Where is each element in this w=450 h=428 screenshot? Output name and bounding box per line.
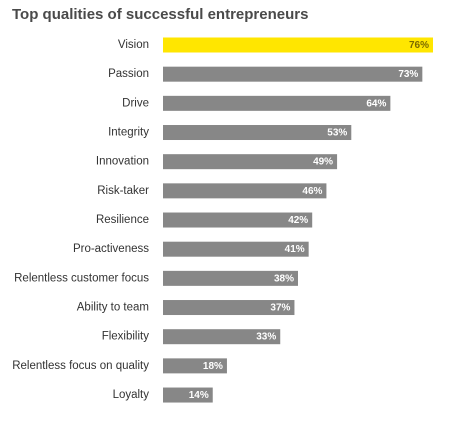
value-label-risk-taker: 46% <box>302 186 322 197</box>
value-label-relentless-focus-on-quality: 18% <box>203 361 223 372</box>
value-label-passion: 73% <box>398 69 418 80</box>
bar-loyalty <box>163 387 213 403</box>
category-label-passion: Passion <box>108 68 149 80</box>
category-label-vision: Vision <box>118 39 149 51</box>
value-label-drive: 64% <box>366 98 386 109</box>
category-label-resilience: Resilience <box>96 214 149 226</box>
category-label-loyalty: Loyalty <box>113 389 150 401</box>
category-label-ability-to-team: Ability to team <box>77 302 149 314</box>
value-label-innovation: 49% <box>313 157 333 168</box>
value-label-pro-activeness: 41% <box>285 244 305 255</box>
value-labels: 76% 73% 64% 53% 49% 46% 42% 41% 38% 37% 33% 18% 14% <box>189 40 429 401</box>
value-label-flexibility: 33% <box>256 332 276 343</box>
category-label-relentless-customer-focus: Relentless customer focus <box>14 272 149 284</box>
value-label-resilience: 42% <box>288 215 308 226</box>
bar-vision <box>163 37 433 53</box>
bar-innovation <box>163 154 338 170</box>
value-label-ability-to-team: 37% <box>270 303 290 314</box>
chart-title: Top qualities of successful entrepreneur… <box>12 6 309 23</box>
category-label-integrity: Integrity <box>108 127 149 139</box>
value-label-vision: 76% <box>409 40 429 51</box>
category-label-pro-activeness: Pro-activeness <box>73 243 149 255</box>
bar-passion <box>163 66 423 82</box>
bars <box>163 37 433 403</box>
category-label-risk-taker: Risk-taker <box>97 185 149 197</box>
bar-risk-taker <box>163 183 327 199</box>
value-label-integrity: 53% <box>327 128 347 139</box>
category-label-drive: Drive <box>122 97 149 109</box>
value-label-loyalty: 14% <box>189 390 209 401</box>
category-labels: Vision Passion Drive Integrity Innovation Ris… <box>12 39 149 401</box>
bar-drive <box>163 95 391 111</box>
category-label-flexibility: Flexibility <box>102 331 150 343</box>
bar-relentless-focus-on-quality <box>163 358 227 374</box>
value-label-relentless-customer-focus: 38% <box>274 273 294 284</box>
category-label-relentless-focus-on-quality: Relentless focus on quality <box>12 360 149 372</box>
bar-integrity <box>163 125 352 141</box>
bar-resilience <box>163 212 313 228</box>
bar-ability-to-team <box>163 300 295 316</box>
category-label-innovation: Innovation <box>96 156 149 168</box>
bar-flexibility <box>163 329 281 345</box>
bar-relentless-customer-focus <box>163 270 298 286</box>
bar-pro-activeness <box>163 241 309 257</box>
